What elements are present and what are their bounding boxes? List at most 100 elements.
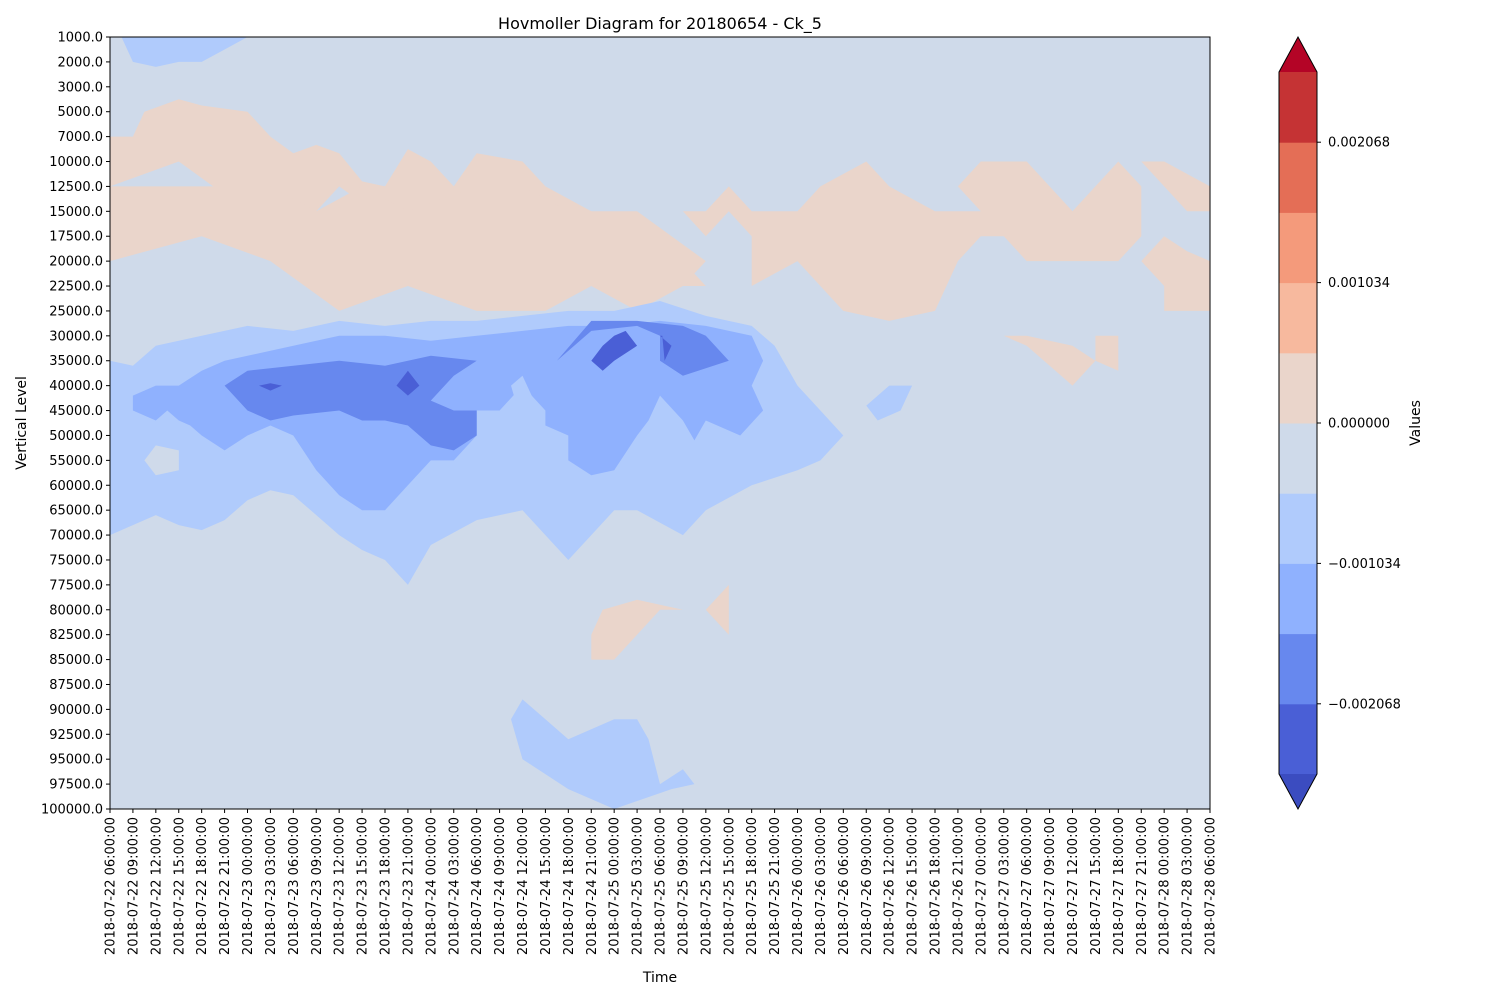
colorbar-tick-label: 0.000000 <box>1328 417 1390 432</box>
contour-region-deep-core-4 <box>259 383 282 391</box>
x-tick-label: 2018-07-25 00:00:00 <box>608 817 623 955</box>
y-tick-label: 95000.0 <box>49 753 103 768</box>
y-tick-label: 55000.0 <box>49 454 103 469</box>
y-tick-label: 30000.0 <box>49 329 103 344</box>
x-tick-label: 2018-07-24 06:00:00 <box>470 817 485 955</box>
contour-region-warm-far-east <box>1141 161 1210 212</box>
x-tick-label: 2018-07-26 12:00:00 <box>883 817 898 955</box>
x-tick-label: 2018-07-22 12:00:00 <box>149 817 164 955</box>
contour-region-warm-mid-east <box>682 161 1142 321</box>
y-tick-label: 2000.0 <box>58 55 104 70</box>
contour-region-warm-east-lower <box>1003 335 1096 386</box>
x-tick-label: 2018-07-27 12:00:00 <box>1066 817 1081 955</box>
y-tick-label: 100000.0 <box>41 803 103 818</box>
y-tick-label: 5000.0 <box>58 105 104 120</box>
colorbar-bin <box>1279 282 1317 354</box>
x-tick-label: 2018-07-23 12:00:00 <box>333 817 348 955</box>
x-tick-label: 2018-07-26 21:00:00 <box>951 817 966 955</box>
x-tick-label: 2018-07-24 21:00:00 <box>585 817 600 955</box>
contour-region-blue-core-3 <box>556 320 729 376</box>
x-tick-label: 2018-07-24 12:00:00 <box>516 817 531 955</box>
colorbar-tick-label: −0.001034 <box>1328 557 1401 572</box>
contour-region-near-zero-pocket-2 <box>511 375 534 426</box>
x-tick-label: 2018-07-27 00:00:00 <box>974 817 989 955</box>
colorbar-extend-low <box>1279 774 1317 809</box>
y-tick-label: 1000.0 <box>58 31 104 46</box>
y-tick-label: 10000.0 <box>49 155 103 170</box>
y-tick-label: 82500.0 <box>49 628 103 643</box>
x-tick-label: 2018-07-22 21:00:00 <box>218 817 233 955</box>
x-tick-label: 2018-07-25 12:00:00 <box>699 817 714 955</box>
y-tick-label: 77500.0 <box>49 578 103 593</box>
x-tick-label: 2018-07-25 18:00:00 <box>745 817 760 955</box>
colorbar-bin <box>1279 352 1317 424</box>
x-tick-label: 2018-07-26 15:00:00 <box>906 817 921 955</box>
y-tick-label: 17500.0 <box>49 230 103 245</box>
x-tick-label: 2018-07-23 09:00:00 <box>310 817 325 955</box>
contour-region-deep-core-2 <box>396 370 420 396</box>
contour-region-cool-upper <box>121 37 248 67</box>
x-tick-label: 2018-07-22 18:00:00 <box>195 817 210 955</box>
contour-region-warm-east-lower-2 <box>1095 335 1119 371</box>
plot-area <box>109 36 1211 810</box>
x-tick-label: 2018-07-23 03:00:00 <box>264 817 279 955</box>
x-tick-label: 2018-07-25 09:00:00 <box>676 817 691 955</box>
x-tick-label: 2018-07-28 06:00:00 <box>1204 817 1219 955</box>
x-tick-label: 2018-07-28 00:00:00 <box>1158 817 1173 955</box>
x-tick-label: 2018-07-27 21:00:00 <box>1135 817 1150 955</box>
y-tick-label: 65000.0 <box>49 504 103 519</box>
contour-region-deep-core-3 <box>660 335 672 361</box>
x-tick-label: 2018-07-24 15:00:00 <box>539 817 554 955</box>
y-tick-label: 92500.0 <box>49 728 103 743</box>
x-tick-label: 2018-07-24 18:00:00 <box>562 817 577 955</box>
y-tick-label: 35000.0 <box>49 354 103 369</box>
colorbar-bin <box>1279 212 1317 284</box>
chart-title: Hovmoller Diagram for 20180654 - Ck_5 <box>498 14 822 34</box>
x-tick-label: 2018-07-26 09:00:00 <box>860 817 875 955</box>
x-axis-label: Time <box>642 970 677 986</box>
x-tick-label: 2018-07-23 15:00:00 <box>356 817 371 955</box>
x-tick-label: 2018-07-27 06:00:00 <box>1020 817 1035 955</box>
y-tick-label: 3000.0 <box>58 80 104 95</box>
contour-region-near-zero-pocket-1 <box>144 445 179 476</box>
contour-region-warm-upper-band-west <box>110 99 706 311</box>
x-tick-label: 2018-07-27 03:00:00 <box>997 817 1012 955</box>
colorbar-bin <box>1279 493 1317 564</box>
contour-region-cool-mid <box>866 385 913 421</box>
colorbar-tick-label: 0.002068 <box>1328 136 1390 151</box>
x-tick-label: 2018-07-22 06:00:00 <box>104 817 119 955</box>
colorbar-bin <box>1279 72 1317 143</box>
x-tick-label: 2018-07-26 03:00:00 <box>814 817 829 955</box>
contour-region-warm-east-edge <box>1141 236 1210 311</box>
x-tick-label: 2018-07-26 18:00:00 <box>929 817 944 955</box>
contour-region-warm-low-patch-2 <box>705 584 729 635</box>
x-tick-label: 2018-07-27 15:00:00 <box>1089 817 1104 955</box>
y-tick-label: 80000.0 <box>49 603 103 618</box>
x-tick-label: 2018-07-24 09:00:00 <box>493 817 508 955</box>
y-tick-label: 7000.0 <box>58 130 104 145</box>
x-tick-label: 2018-07-23 00:00:00 <box>241 817 256 955</box>
colorbar-label: Values <box>1408 400 1424 446</box>
x-tick-label: 2018-07-25 06:00:00 <box>654 817 669 955</box>
y-tick-label: 97500.0 <box>49 778 103 793</box>
y-tick-label: 40000.0 <box>49 379 103 394</box>
y-tick-label: 22500.0 <box>49 280 103 295</box>
colorbar-bin <box>1279 563 1317 635</box>
y-tick-label: 60000.0 <box>49 479 103 494</box>
colorbar-tick-label: 0.001034 <box>1328 276 1390 291</box>
x-tick-label: 2018-07-26 00:00:00 <box>791 817 806 955</box>
y-tick-label: 15000.0 <box>49 205 103 220</box>
y-axis-label: Vertical Level <box>14 376 30 470</box>
y-tick-label: 25000.0 <box>49 304 103 319</box>
y-tick-label: 45000.0 <box>49 404 103 419</box>
y-axis: 1000.0 2000.0 3000.0 5000.0 7000.0 10000.0 125… <box>41 31 110 818</box>
y-tick-label: 50000.0 <box>49 429 103 444</box>
x-tick-label: 2018-07-24 00:00:00 <box>424 817 439 955</box>
contour-region-cool-lower-deep <box>511 699 695 809</box>
y-tick-label: 70000.0 <box>49 529 103 544</box>
x-tick-label: 2018-07-24 03:00:00 <box>447 817 462 955</box>
colorbar-bin <box>1279 423 1317 494</box>
x-tick-label: 2018-07-22 09:00:00 <box>126 817 141 955</box>
x-tick-label: 2018-07-27 18:00:00 <box>1112 817 1127 955</box>
